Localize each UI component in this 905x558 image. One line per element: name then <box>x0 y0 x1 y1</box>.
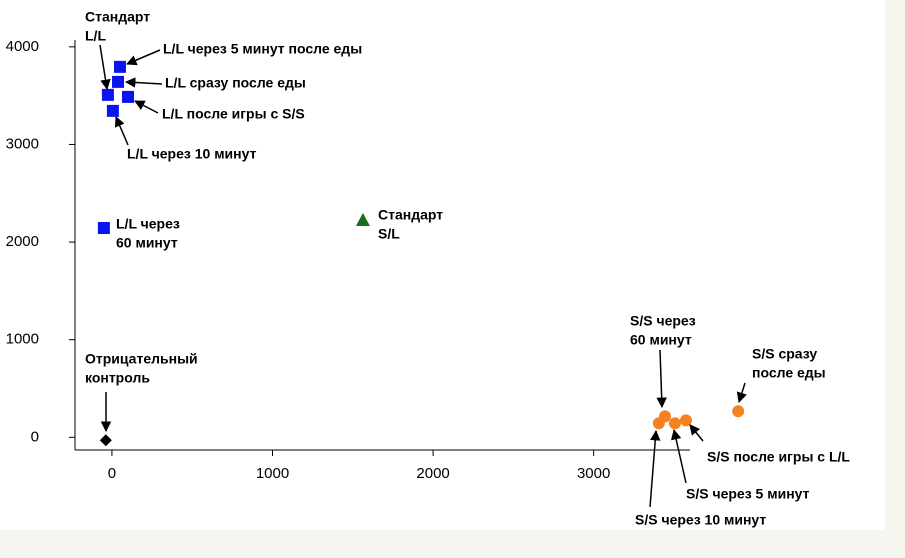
point <box>112 75 125 88</box>
point <box>113 60 126 73</box>
annotation: L/L после игры с S/S <box>162 106 305 122</box>
annotation: Отрицательный <box>85 351 198 367</box>
point <box>99 434 112 447</box>
annotation-arrow <box>114 116 129 146</box>
annotation-arrow <box>656 349 667 409</box>
annotation: L/L сразу после еды <box>165 75 306 91</box>
point <box>355 213 370 227</box>
x-tick-label: 1000 <box>256 465 289 482</box>
point <box>668 417 681 430</box>
y-tick-label: 1000 <box>6 331 39 348</box>
x-tick-label: 2000 <box>416 465 449 482</box>
x-tick-label: 0 <box>108 465 116 482</box>
annotation-arrow <box>126 49 161 66</box>
point <box>97 222 110 235</box>
point <box>101 88 114 101</box>
annotation: S/L <box>378 226 400 242</box>
annotation: 60 минут <box>630 332 692 348</box>
annotation-arrow <box>670 428 687 484</box>
annotation: S/S сразу <box>752 346 817 362</box>
annotation: L/L через <box>116 216 180 232</box>
annotation: S/S через <box>630 313 696 329</box>
point <box>732 405 745 418</box>
annotation-arrow <box>134 100 159 114</box>
annotation: Стандарт <box>85 9 150 25</box>
y-tick-label: 0 <box>31 428 39 445</box>
annotation: после еды <box>752 365 826 381</box>
x-tick-label: 3000 <box>577 465 610 482</box>
y-tick-label: 4000 <box>6 38 39 55</box>
annotation: S/S через 5 минут <box>686 486 810 502</box>
annotation: S/S после игры с L/L <box>707 449 850 465</box>
annotation-arrow <box>736 382 747 404</box>
annotation-arrow <box>99 44 111 91</box>
annotation: Стандарт <box>378 207 443 223</box>
annotation: контроль <box>85 370 150 386</box>
annotation: L/L через 5 минут после еды <box>163 41 362 57</box>
annotation-arrow <box>649 429 661 508</box>
y-tick-label: 2000 <box>6 233 39 250</box>
annotation: L/L через 10 минут <box>127 146 257 162</box>
annotation: L/L <box>85 28 106 44</box>
annotation: 60 минут <box>116 235 178 251</box>
y-tick-label: 3000 <box>6 135 39 152</box>
annotation-arrow <box>124 77 163 88</box>
point <box>106 104 119 117</box>
plot-background <box>0 0 885 530</box>
point <box>652 417 665 430</box>
point <box>679 414 692 427</box>
annotation-arrow <box>689 424 704 442</box>
annotation: S/S через 10 минут <box>635 512 766 528</box>
point <box>121 90 134 103</box>
